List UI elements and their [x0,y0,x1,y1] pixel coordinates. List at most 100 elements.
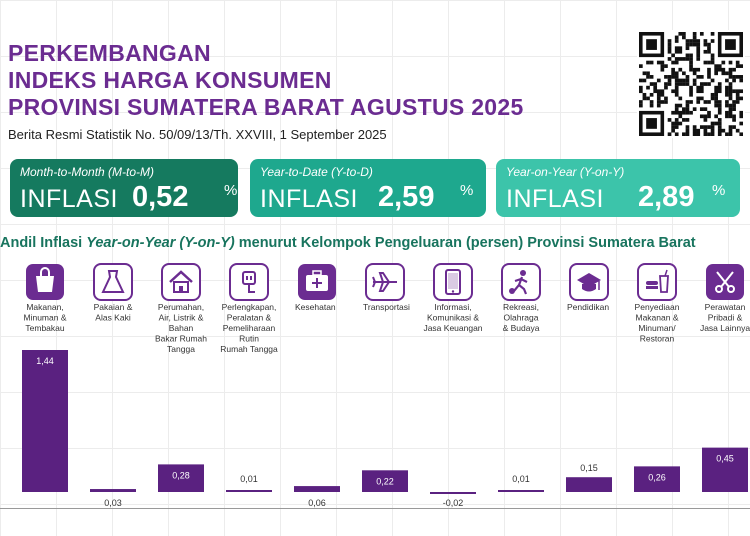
category-9: Pendidikan 0,15 [566,263,612,492]
category-label: Peralatan & [227,313,272,323]
category-label: Olahraga [504,313,539,323]
value-label: -0,02 [443,498,464,508]
bar [22,350,68,492]
card-ytd: Year-to-Date (Y-to-D) INFLASI 2,59 % [250,159,486,217]
airplane-icon [365,263,405,301]
dress-icon [93,263,133,301]
smartphone-icon [433,263,473,301]
fast-food-icon [637,263,677,301]
bar [498,490,544,492]
card-ytd-word: INFLASI [260,185,358,213]
value-label: 0,03 [104,498,122,508]
card-ytd-percent: % [460,182,474,199]
publication-info: Berita Resmi Statistik No. 50/09/13/Th. … [8,127,387,142]
qr-code-icon[interactable] [637,30,745,138]
category-label: Minuman/ [638,323,676,333]
card-yoy-percent: % [712,182,726,199]
value-label: 0,45 [716,454,734,464]
card-ytd-value: 2,59 [378,181,435,213]
bar-chart: Makanan,Minuman &Tembakau 1,44 Pakaian &Al… [22,263,750,508]
card-yoy-title: Year-on-Year (Y-on-Y) [506,165,625,179]
category-label: Restoran [640,334,675,344]
value-label: 0,28 [172,470,190,480]
chart-title-part-2: Year-on-Year (Y-on-Y) [86,235,235,251]
value-label: 1,44 [36,356,54,366]
chart-title-part-3: menurut Kelompok Pengeluaran (persen) Pr… [234,235,696,251]
category-label: Pribadi & [708,313,743,323]
category-label: Pemeliharaan [223,323,276,333]
house-icon [161,263,201,301]
category-label: Transportasi [363,302,410,312]
category-label: & Budaya [503,323,540,333]
bar [634,466,680,492]
category-2: Pakaian &Alas Kaki 0,03 [90,263,136,508]
card-mtm-title: Month-to-Month (M-to-M) [20,165,155,179]
category-label: Kesehatan [295,302,336,312]
category-label: Rutin [239,334,259,344]
plug-icon [229,263,269,301]
bar [702,447,748,492]
category-label: Penyediaan [635,302,680,312]
value-label: 0,01 [512,474,530,484]
category-1: Makanan,Minuman &Tembakau 1,44 [22,264,68,492]
scissors-tools-icon [706,264,744,300]
category-label: Minuman & [24,313,67,323]
category-label: Perumahan, [158,302,204,312]
bar [294,486,340,492]
value-label: 0,22 [376,476,394,486]
category-label: Tembakau [25,323,64,333]
bar [158,464,204,492]
page-title: PERKEMBANGAN INDEKS HARGA KONSUMEN PROVI… [8,40,524,121]
card-mtm: Month-to-Month (M-to-M) INFLASI 0,52 % [10,159,238,217]
bar [430,492,476,494]
bar [566,477,612,492]
chart-title-part-1: Andil Inflasi [0,235,87,251]
category-6: Transportasi 0,22 [362,263,410,492]
value-label: 0,06 [308,498,326,508]
category-5: Kesehatan 0,06 [294,264,340,508]
category-label: Alas Kaki [95,313,131,323]
value-label: 0,26 [648,472,666,482]
value-label: 0,15 [580,463,598,473]
category-label: Pakaian & [94,302,133,312]
category-8: Rekreasi,Olahraga& Budaya 0,01 [498,263,544,492]
category-label: Makanan & [636,313,679,323]
category-label: Tangga [167,344,195,354]
category-label: Bahan [169,323,194,333]
medical-kit-icon [298,264,336,300]
chart-title: Andil Inflasi Year-on-Year (Y-on-Y) menu… [0,235,696,251]
title-line-2: INDEKS HARGA KONSUMEN [8,67,332,93]
card-mtm-value: 0,52 [132,181,189,213]
grocery-bag-icon [26,264,64,300]
category-label: Bakar Rumah [155,334,207,344]
category-7: Informasi,Komunikasi &Jasa Keuangan -0,02 [423,263,483,508]
title-line-3: PROVINSI SUMATERA BARAT AGUSTUS 2025 [8,94,524,120]
category-label: Rumah Tangga [220,344,278,354]
category-label: Rekreasi, [503,302,539,312]
card-mtm-word: INFLASI [20,185,118,213]
bar [226,490,272,492]
category-label: Jasa Lainnya [700,323,750,333]
category-label: Perawatan [705,302,746,312]
chart-bottom-line [0,508,750,509]
category-label: Air, Listrik & [159,313,204,323]
category-label: Pendidikan [567,302,609,312]
soccer-player-icon [501,263,541,301]
bar [90,489,136,492]
category-label: Perlengkapan, [222,302,277,312]
bar [362,470,408,492]
category-label: Komunikasi & [427,313,479,323]
card-yoy-word: INFLASI [506,185,604,213]
card-yoy: Year-on-Year (Y-on-Y) INFLASI 2,89 % [496,159,740,217]
category-label: Makanan, [26,302,63,312]
card-mtm-percent: % [224,182,238,199]
title-line-1: PERKEMBANGAN [8,40,211,66]
card-yoy-value: 2,89 [638,181,695,213]
category-4: Perlengkapan,Peralatan &PemeliharaanRuti… [220,263,278,492]
category-label: Informasi, [434,302,471,312]
category-label: Jasa Keuangan [423,323,482,333]
card-ytd-title: Year-to-Date (Y-to-D) [260,165,373,179]
